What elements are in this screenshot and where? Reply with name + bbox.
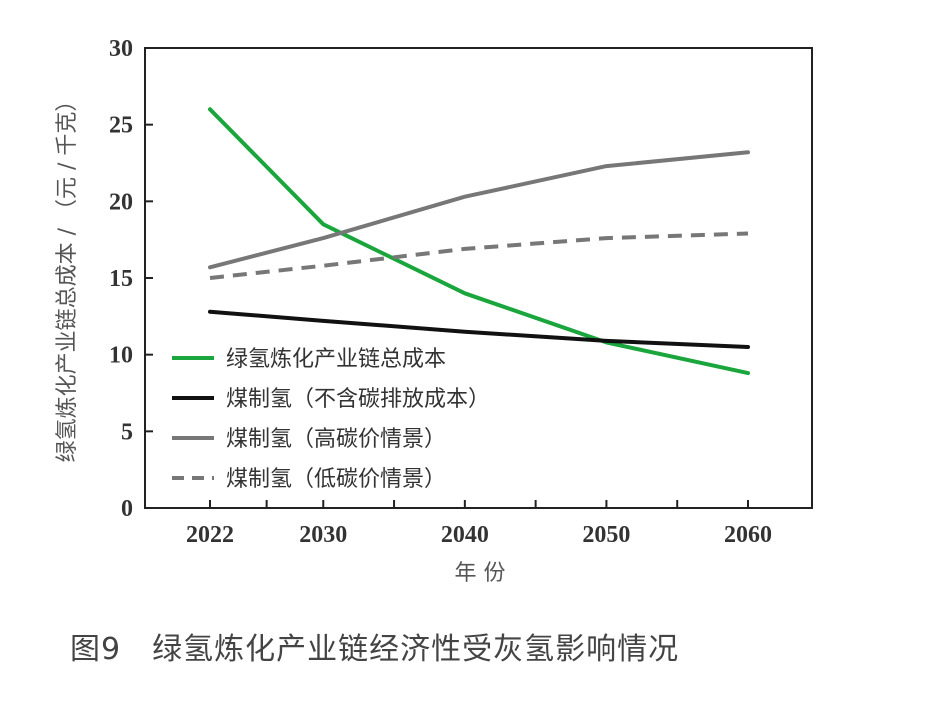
legend-label-2: 煤制氢（不含碳排放成本）: [226, 387, 490, 412]
x-tick-label: 2040: [441, 522, 489, 548]
y-tick-label: 20: [109, 189, 133, 215]
y-tick-label: 5: [121, 419, 133, 445]
y-axis-title: 绿氢炼化产业链总成本 / （元 / 千克）: [55, 90, 80, 463]
x-tick-label: 2050: [582, 522, 630, 548]
x-axis-title: 年 份: [455, 561, 506, 586]
series-line-4: [209, 231, 749, 280]
series-line-2: [208, 309, 750, 349]
line-chart: 0 5 10 15 20 25 30 2022 2030 2040 2050 2060 绿氢炼化产业链…: [55, 36, 813, 586]
x-tick-label: 2022: [186, 522, 234, 548]
figure-caption: 图9 绿氢炼化产业链经济性受灰氢影响情况: [70, 632, 680, 667]
y-tick-label: 30: [109, 36, 133, 62]
x-tick-label: 2060: [724, 522, 772, 548]
series-line-3: [208, 150, 750, 270]
x-tick-label: 2030: [299, 522, 347, 548]
y-tick-label: 0: [121, 496, 133, 522]
y-tick-label: 10: [109, 343, 133, 369]
legend-label-3: 煤制氢（高碳价情景）: [226, 427, 446, 452]
legend-label-4: 煤制氢（低碳价情景）: [226, 467, 446, 492]
y-tick-label: 15: [109, 266, 133, 292]
legend-label-1: 绿氢炼化产业链总成本: [226, 347, 446, 372]
series-line-1: [208, 107, 750, 376]
y-tick-label: 25: [109, 113, 133, 139]
